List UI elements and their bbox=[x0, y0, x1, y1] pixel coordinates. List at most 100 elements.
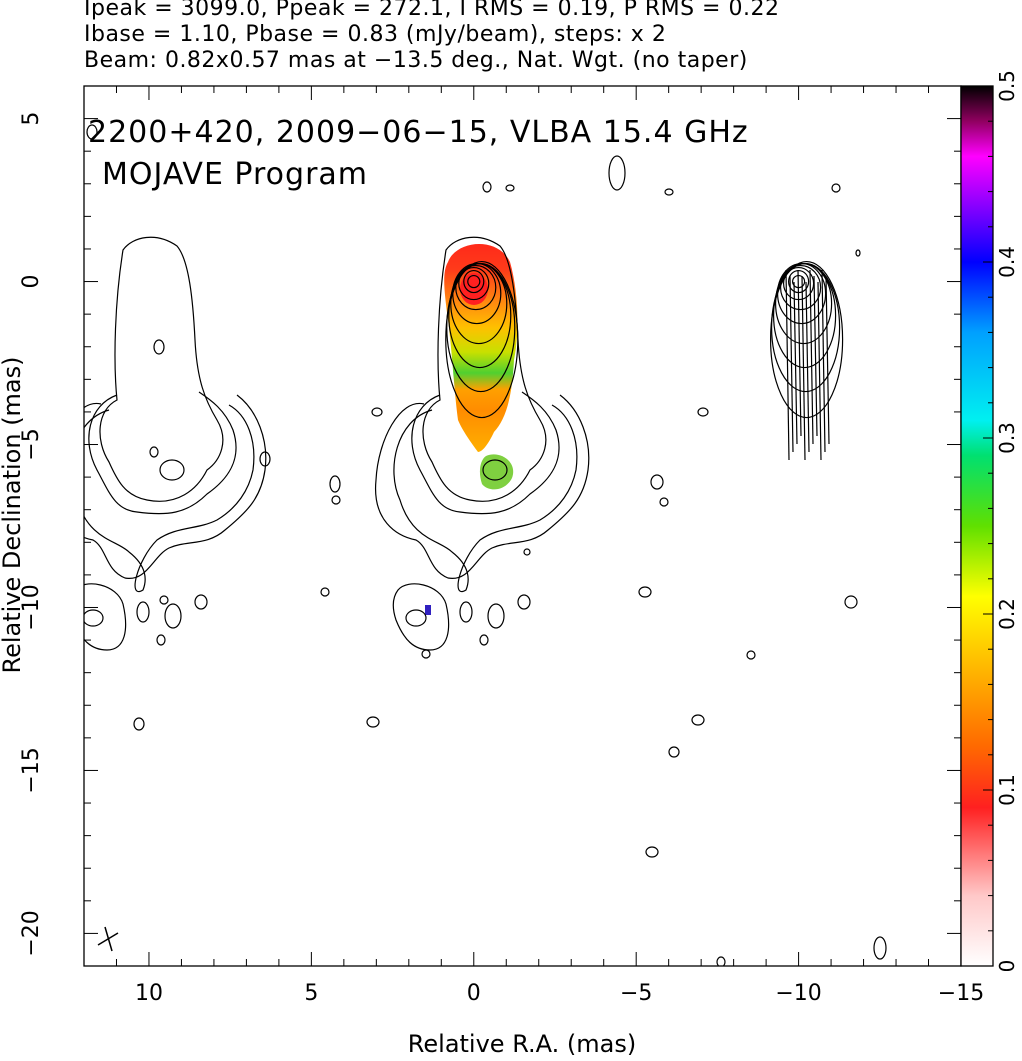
noise-contour-15 bbox=[831, 183, 841, 193]
jet-right-lower-component bbox=[84, 583, 127, 651]
header-line-1: Ipeak = 3099.0, Ppeak = 272.1, I RMS = 0… bbox=[84, 0, 780, 21]
x-tick-label: 5 bbox=[304, 981, 318, 1006]
noise-contour-12 bbox=[505, 184, 515, 192]
noise-contour-9 bbox=[366, 716, 380, 728]
jet-right-lower-blob-4 bbox=[156, 634, 166, 646]
x-tick-label: 0 bbox=[467, 981, 481, 1006]
jet-right-contour-outer-2 bbox=[88, 391, 237, 515]
y-tick-label: −20 bbox=[19, 910, 44, 956]
jet-right-contour-outer-3 bbox=[84, 404, 255, 593]
colorbar bbox=[960, 85, 994, 967]
y-tick-label: 0 bbox=[19, 275, 44, 289]
noise-contour-18 bbox=[650, 474, 664, 490]
jet-left-lower-blob-1 bbox=[459, 601, 473, 623]
colorbar-tick-label: 0 bbox=[995, 960, 1019, 973]
noise-contour-11 bbox=[482, 181, 492, 193]
jet-right-knot-contour bbox=[159, 459, 185, 481]
x-axis-label: Relative R.A. (mas) bbox=[408, 1030, 636, 1058]
core-left-contour-3 bbox=[458, 266, 490, 301]
core-right-contour-4 bbox=[779, 264, 822, 311]
chart-subtitle: MOJAVE Program bbox=[102, 157, 368, 192]
header-line-3: Beam: 0.82x0.57 mas at −13.5 deg., Nat. … bbox=[84, 48, 748, 73]
colorbar-tick-label: 0.4 bbox=[995, 246, 1019, 278]
noise-contour-14 bbox=[664, 188, 674, 196]
colorbar-tick-label: 0.5 bbox=[995, 70, 1019, 102]
jet-left-lower-blob-3 bbox=[517, 594, 531, 610]
jet-right-lower-blob-2 bbox=[164, 603, 182, 629]
x-tick-label: 10 bbox=[135, 981, 163, 1006]
evpa-vector-2 bbox=[789, 275, 794, 453]
jet-left-contour-outer-4 bbox=[375, 394, 590, 579]
noise-contour-4 bbox=[371, 407, 383, 417]
y-tick-label: −5 bbox=[19, 428, 44, 460]
jet-right-contour-outer-1 bbox=[99, 236, 224, 502]
evpa-vector-6 bbox=[805, 281, 810, 453]
jet-right-lower-blob-1 bbox=[136, 601, 150, 623]
y-tick-label: 5 bbox=[19, 112, 44, 126]
jet-left-lower-blob-2 bbox=[487, 603, 505, 629]
plot-area bbox=[84, 124, 887, 966]
evpa-vector-7 bbox=[809, 269, 814, 445]
noise-contour-5 bbox=[329, 475, 341, 493]
x-tick-label: −5 bbox=[620, 981, 652, 1006]
header-line-2: Ibase = 1.10, Pbase = 0.83 (mJy/beam), s… bbox=[84, 22, 667, 47]
jet-left-lower-blob-4 bbox=[479, 634, 489, 646]
noise-contour-21 bbox=[668, 746, 680, 758]
noise-contour-10 bbox=[133, 717, 145, 731]
colorbar-tick-label: 0.2 bbox=[995, 598, 1019, 630]
evpa-vector-4 bbox=[797, 269, 802, 437]
evpa-vector-9 bbox=[817, 281, 822, 461]
noise-contour-30 bbox=[523, 548, 531, 556]
evpa-vector-8 bbox=[813, 275, 818, 437]
core-left-contour-4 bbox=[455, 264, 497, 311]
evpa-vector-11 bbox=[825, 275, 830, 445]
noise-contour-1 bbox=[153, 339, 165, 355]
evpa-vector-1 bbox=[785, 269, 790, 461]
core-left-contour-8 bbox=[446, 262, 516, 393]
chart-title: 2200+420, 2009−06−15, VLBA 15.4 GHz bbox=[88, 115, 749, 150]
x-tick-label: −15 bbox=[938, 981, 984, 1006]
noise-contour-19 bbox=[659, 497, 669, 507]
jet-left-lower-component bbox=[392, 583, 450, 651]
evpa-vector-10 bbox=[821, 269, 826, 453]
noise-contour-23 bbox=[716, 956, 726, 966]
jet-left-contour-outer-3 bbox=[393, 404, 578, 593]
noise-contour-29 bbox=[638, 586, 652, 598]
jet-left-contour-outer-2 bbox=[411, 391, 560, 515]
noise-contour-22 bbox=[645, 846, 659, 858]
noise-contour-26 bbox=[746, 650, 756, 660]
evpa-vector-3 bbox=[793, 281, 798, 445]
polarization-pixel bbox=[425, 605, 431, 615]
core-right-contour-9 bbox=[769, 260, 844, 419]
core-right-contour-8 bbox=[770, 262, 841, 393]
core-left-contour-2 bbox=[463, 269, 485, 294]
jet-right-lower-inner bbox=[84, 609, 104, 627]
jet-right-contour-outer-4 bbox=[84, 394, 267, 579]
y-tick-label: −10 bbox=[19, 584, 44, 630]
noise-contour-27 bbox=[421, 649, 431, 659]
colorbar-tick-label: 0.3 bbox=[995, 422, 1019, 454]
noise-contour-13 bbox=[608, 155, 626, 191]
noise-contour-20 bbox=[691, 714, 705, 726]
noise-contour-6 bbox=[331, 495, 341, 505]
noise-contour-28 bbox=[86, 124, 98, 140]
jet-right-lower-blob-3 bbox=[194, 594, 208, 610]
noise-contour-7 bbox=[159, 595, 169, 605]
y-tick-label: −15 bbox=[19, 747, 44, 793]
noise-contour-17 bbox=[697, 407, 709, 417]
noise-contour-8 bbox=[320, 587, 330, 597]
jet-left-contour-outer-1 bbox=[422, 236, 547, 502]
evpa-vector-5 bbox=[801, 275, 806, 461]
jet-left-lower-inner bbox=[405, 609, 427, 627]
jet-left-knot-contour bbox=[482, 459, 508, 481]
noise-contour-2 bbox=[149, 446, 159, 458]
beam-cross-minor bbox=[104, 926, 113, 952]
x-tick-label: −10 bbox=[775, 981, 821, 1006]
noise-contour-16 bbox=[855, 249, 861, 257]
noise-contour-25 bbox=[844, 595, 858, 609]
y-axis-label: Relative Declination (mas) bbox=[0, 356, 26, 673]
polarization-knot bbox=[479, 454, 514, 490]
noise-contour-3 bbox=[259, 451, 271, 467]
colorbar-tick-label: 0.1 bbox=[995, 774, 1019, 806]
